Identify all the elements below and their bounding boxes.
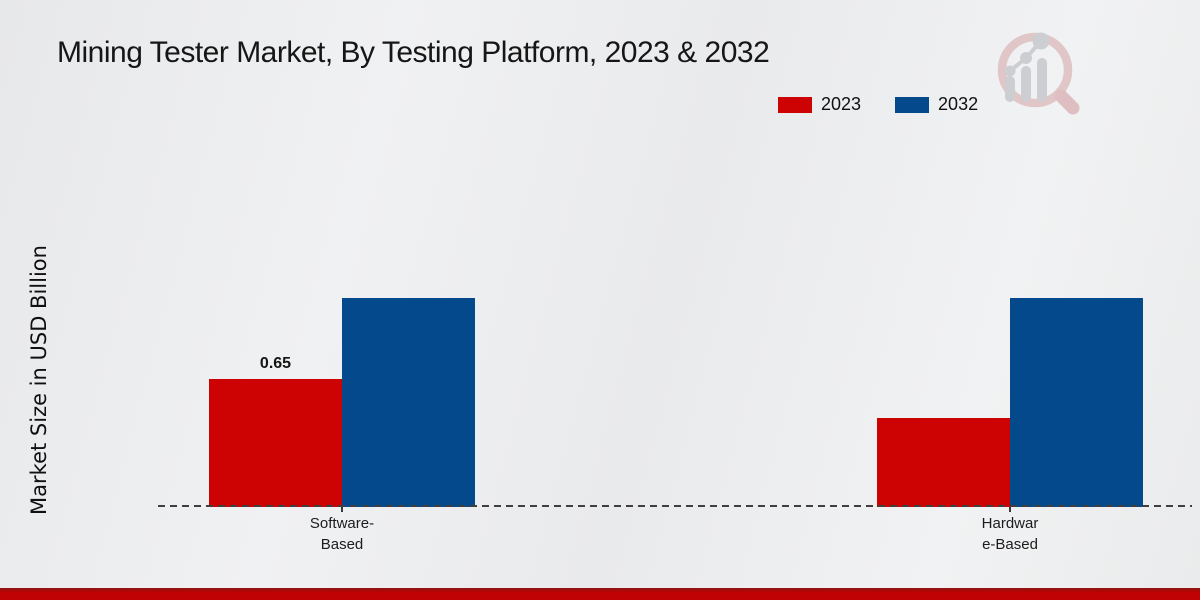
logo-bar-1 xyxy=(1005,76,1015,102)
x-tick-label-software-based: Software- Based xyxy=(309,515,375,553)
x-tick-0 xyxy=(341,507,343,512)
logo-dot-3 xyxy=(1032,32,1050,50)
x-tick-label-hardware-based: Hardwar e-Based xyxy=(981,515,1039,553)
magnifier-logo-icon xyxy=(997,32,1080,115)
chart-title: Mining Tester Market, By Testing Platfor… xyxy=(57,36,770,69)
legend-label-2023: 2023 xyxy=(821,94,862,114)
legend-item-2032[interactable]: 2032 xyxy=(895,94,978,115)
bar-2023-software-based[interactable] xyxy=(209,379,342,507)
legend-item-2023[interactable]: 2023 xyxy=(778,94,861,115)
bar-2032-hardware-based[interactable] xyxy=(1010,298,1143,507)
legend: 2023 2032 xyxy=(778,94,978,115)
bar-2032-software-based[interactable] xyxy=(342,298,475,507)
legend-swatch-2032 xyxy=(895,96,930,113)
bar-2023-hardware-based[interactable] xyxy=(877,418,1010,507)
logo-handle xyxy=(1054,89,1080,115)
legend-label-2032: 2032 xyxy=(938,94,979,114)
logo-dot-2 xyxy=(1020,52,1032,64)
logo-bar-3 xyxy=(1037,58,1047,102)
data-label-2023-software-based: 0.65 xyxy=(259,355,292,372)
logo-dot-1 xyxy=(1004,65,1016,77)
x-axis-baseline xyxy=(158,505,1192,507)
bottom-red-strip xyxy=(0,588,1200,600)
x-tick-1 xyxy=(1009,507,1011,512)
legend-swatch-2023 xyxy=(778,96,812,113)
logo-bar-2 xyxy=(1021,66,1031,102)
